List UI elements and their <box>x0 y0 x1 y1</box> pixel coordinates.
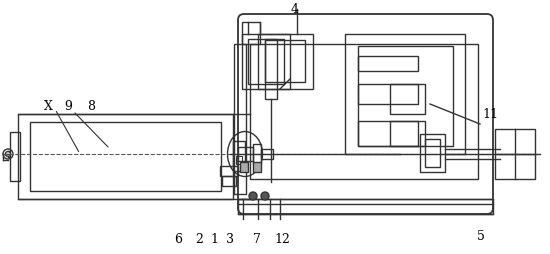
Bar <box>358 85 418 105</box>
Bar <box>18 115 233 199</box>
Bar <box>261 149 273 159</box>
Bar <box>233 141 245 171</box>
Bar <box>420 134 445 172</box>
Text: 1: 1 <box>210 233 218 246</box>
Bar <box>236 156 242 164</box>
Text: 8: 8 <box>87 100 95 113</box>
Text: 2: 2 <box>195 233 203 246</box>
Text: 6: 6 <box>174 233 182 246</box>
Bar <box>495 130 535 179</box>
Text: 5: 5 <box>477 230 485 243</box>
Bar <box>240 162 248 172</box>
Bar <box>253 145 261 164</box>
Bar <box>265 41 305 83</box>
Text: 11: 11 <box>482 108 498 121</box>
Text: 7: 7 <box>253 233 261 246</box>
Bar <box>250 45 478 179</box>
Bar <box>248 40 284 85</box>
Text: 4: 4 <box>291 3 299 15</box>
Bar <box>358 121 418 146</box>
Bar <box>238 147 253 161</box>
Text: X: X <box>43 100 52 113</box>
Bar <box>345 35 465 154</box>
Bar <box>10 133 20 181</box>
Circle shape <box>249 192 257 200</box>
Text: 3: 3 <box>226 233 234 246</box>
Bar <box>258 35 313 90</box>
Circle shape <box>261 192 269 200</box>
Bar <box>238 199 493 214</box>
Bar <box>30 122 221 191</box>
Bar <box>390 85 425 115</box>
Bar <box>220 166 238 176</box>
Text: 12: 12 <box>274 233 290 246</box>
Bar <box>358 47 453 146</box>
Bar <box>253 162 261 172</box>
Bar <box>358 57 418 72</box>
Bar <box>234 45 246 194</box>
Bar <box>222 176 236 186</box>
Bar <box>425 139 440 167</box>
Bar <box>265 40 277 100</box>
Bar <box>242 35 290 90</box>
Bar <box>242 23 260 45</box>
Text: 9: 9 <box>64 100 72 113</box>
Bar <box>390 121 425 146</box>
